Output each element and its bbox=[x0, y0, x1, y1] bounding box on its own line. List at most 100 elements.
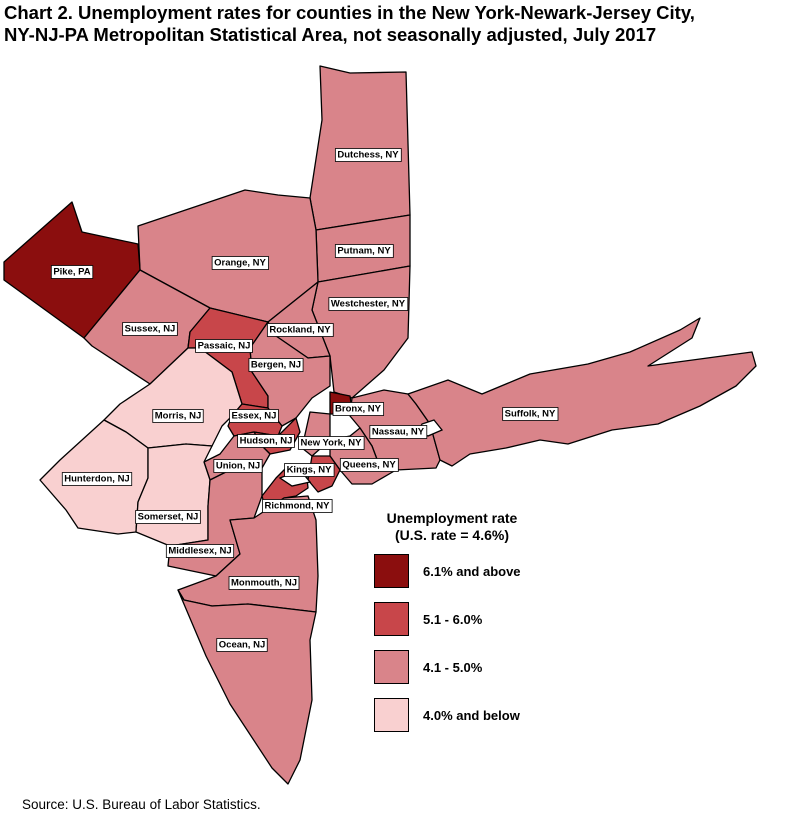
county-label-text: Sussex, NJ bbox=[125, 324, 176, 335]
county-label-box bbox=[50, 265, 94, 279]
county-label-text: Ocean, NJ bbox=[219, 640, 265, 651]
county-label-orange: Orange, NY bbox=[211, 256, 269, 270]
county-label-text: Pike, PA bbox=[53, 267, 90, 278]
county-label-text: Hudson, NJ bbox=[240, 436, 293, 447]
county-label-text: Putnam, NY bbox=[337, 246, 391, 257]
source-note: Source: U.S. Bureau of Labor Statistics. bbox=[22, 797, 261, 812]
county-label-ocean: Ocean, NJ bbox=[216, 638, 268, 652]
county-label-hudson: Hudson, NJ bbox=[237, 434, 295, 448]
county-label-box bbox=[334, 244, 394, 258]
county-label-suffolk: Suffolk, NY bbox=[502, 407, 559, 421]
county-label-text: Kings, NY bbox=[287, 465, 333, 476]
county-label-nassau: Nassau, NY bbox=[369, 425, 428, 439]
legend-swatch bbox=[374, 602, 409, 636]
county-label-text: Suffolk, NY bbox=[505, 409, 556, 420]
county-label-box bbox=[502, 407, 559, 421]
county-label-union: Union, NJ bbox=[213, 459, 263, 473]
county-label-box bbox=[248, 358, 304, 372]
county-somerset bbox=[135, 443, 213, 547]
county-label-box bbox=[228, 576, 300, 590]
county-shapes bbox=[3, 65, 757, 785]
county-label-kings: Kings, NY bbox=[284, 463, 335, 477]
county-label-essex: Essex, NJ bbox=[229, 409, 279, 423]
county-label-box bbox=[216, 638, 268, 652]
county-ocean bbox=[177, 589, 317, 785]
legend-item-4-1-to-5-0: 4.1 - 5.0% bbox=[374, 650, 482, 684]
county-label-box bbox=[332, 402, 385, 416]
county-label-text: Nassau, NY bbox=[372, 427, 425, 438]
chart-title-line-1: Chart 2. Unemployment rates for counties… bbox=[4, 2, 695, 23]
county-label-text: Somerset, NJ bbox=[138, 512, 199, 523]
county-label-box bbox=[211, 256, 269, 270]
legend-title: Unemployment rate (U.S. rate = 4.6%) bbox=[362, 510, 542, 544]
legend-label: 4.0% and below bbox=[423, 707, 520, 723]
county-label-rockland: Rockland, NY bbox=[266, 323, 334, 337]
county-label-middlesex: Middlesex, NJ bbox=[165, 544, 235, 558]
legend-label: 4.1 - 5.0% bbox=[423, 659, 483, 675]
county-label-box bbox=[195, 339, 253, 353]
county-label-text: Hunterdon, NJ bbox=[64, 474, 129, 485]
county-label-text: Bergen, NJ bbox=[251, 360, 301, 371]
legend-swatch bbox=[374, 698, 409, 732]
county-label-text: Bronx, NY bbox=[335, 404, 382, 415]
county-label-text: Richmond, NY bbox=[265, 501, 331, 512]
county-label-box bbox=[152, 409, 204, 423]
county-label-text: Dutchess, NY bbox=[337, 150, 399, 161]
county-label-bergen: Bergen, NJ bbox=[248, 358, 304, 372]
county-labels: Dutchess, NY Putnam, NY Orange, NY Pike, PA… bbox=[50, 148, 559, 652]
county-label-text: Morris, NJ bbox=[155, 411, 201, 422]
county-label-queens: Queens, NY bbox=[339, 458, 399, 472]
county-label-box bbox=[284, 463, 335, 477]
county-label-text: New York, NY bbox=[301, 438, 363, 449]
chart-title-line-2: NY-NJ-PA Metropolitan Statistical Area, … bbox=[4, 24, 657, 45]
county-label-new-york: New York, NY bbox=[298, 436, 365, 450]
legend-item-4-0-and-below: 4.0% and below bbox=[374, 698, 520, 732]
county-label-putnam: Putnam, NY bbox=[334, 244, 394, 258]
county-label-passaic: Passaic, NJ bbox=[195, 339, 253, 353]
county-label-sussex: Sussex, NJ bbox=[122, 322, 178, 336]
county-label-box bbox=[262, 499, 333, 513]
county-suffolk bbox=[407, 317, 757, 467]
legend-label: 6.1% and above bbox=[423, 563, 521, 579]
chart-title: Chart 2. Unemployment rates for counties… bbox=[4, 2, 784, 46]
county-label-morris: Morris, NJ bbox=[152, 409, 204, 423]
county-label-box bbox=[237, 434, 295, 448]
county-label-somerset: Somerset, NJ bbox=[135, 510, 201, 524]
county-label-box bbox=[229, 409, 279, 423]
county-label-box bbox=[213, 459, 263, 473]
county-label-text: Monmouth, NJ bbox=[231, 578, 297, 589]
legend-title-line-1: Unemployment rate bbox=[386, 510, 518, 526]
county-label-box bbox=[334, 148, 402, 162]
county-label-box bbox=[135, 510, 201, 524]
county-label-monmouth: Monmouth, NJ bbox=[228, 576, 300, 590]
legend-swatch bbox=[374, 554, 409, 588]
county-label-box bbox=[328, 297, 409, 311]
legend-label: 5.1 - 6.0% bbox=[423, 611, 483, 627]
county-label-pike: Pike, PA bbox=[50, 265, 94, 279]
county-label-bronx: Bronx, NY bbox=[332, 402, 385, 416]
county-label-box bbox=[165, 544, 235, 558]
county-label-text: Orange, NY bbox=[214, 258, 266, 269]
county-label-box bbox=[122, 322, 178, 336]
county-label-text: Passaic, NJ bbox=[198, 341, 251, 352]
legend-item-6-1-and-above: 6.1% and above bbox=[374, 554, 521, 588]
legend-swatch bbox=[374, 650, 409, 684]
county-dutchess bbox=[309, 65, 411, 231]
county-label-text: Westchester, NY bbox=[331, 299, 406, 310]
county-label-text: Union, NJ bbox=[216, 461, 260, 472]
county-label-dutchess: Dutchess, NY bbox=[334, 148, 402, 162]
county-label-box bbox=[298, 436, 365, 450]
county-label-box bbox=[369, 425, 428, 439]
county-label-box bbox=[339, 458, 399, 472]
county-label-text: Essex, NJ bbox=[232, 411, 277, 422]
county-label-text: Middlesex, NJ bbox=[168, 546, 231, 557]
county-label-text: Queens, NY bbox=[342, 460, 396, 471]
county-label-box bbox=[61, 472, 133, 486]
legend-title-line-2: (U.S. rate = 4.6%) bbox=[395, 527, 509, 543]
county-label-text: Rockland, NY bbox=[269, 325, 331, 336]
legend: Unemployment rate (U.S. rate = 4.6%) 6.1… bbox=[362, 510, 562, 732]
county-label-richmond: Richmond, NY bbox=[262, 499, 333, 513]
legend-item-5-1-to-6-0: 5.1 - 6.0% bbox=[374, 602, 482, 636]
county-label-hunterdon: Hunterdon, NJ bbox=[61, 472, 133, 486]
